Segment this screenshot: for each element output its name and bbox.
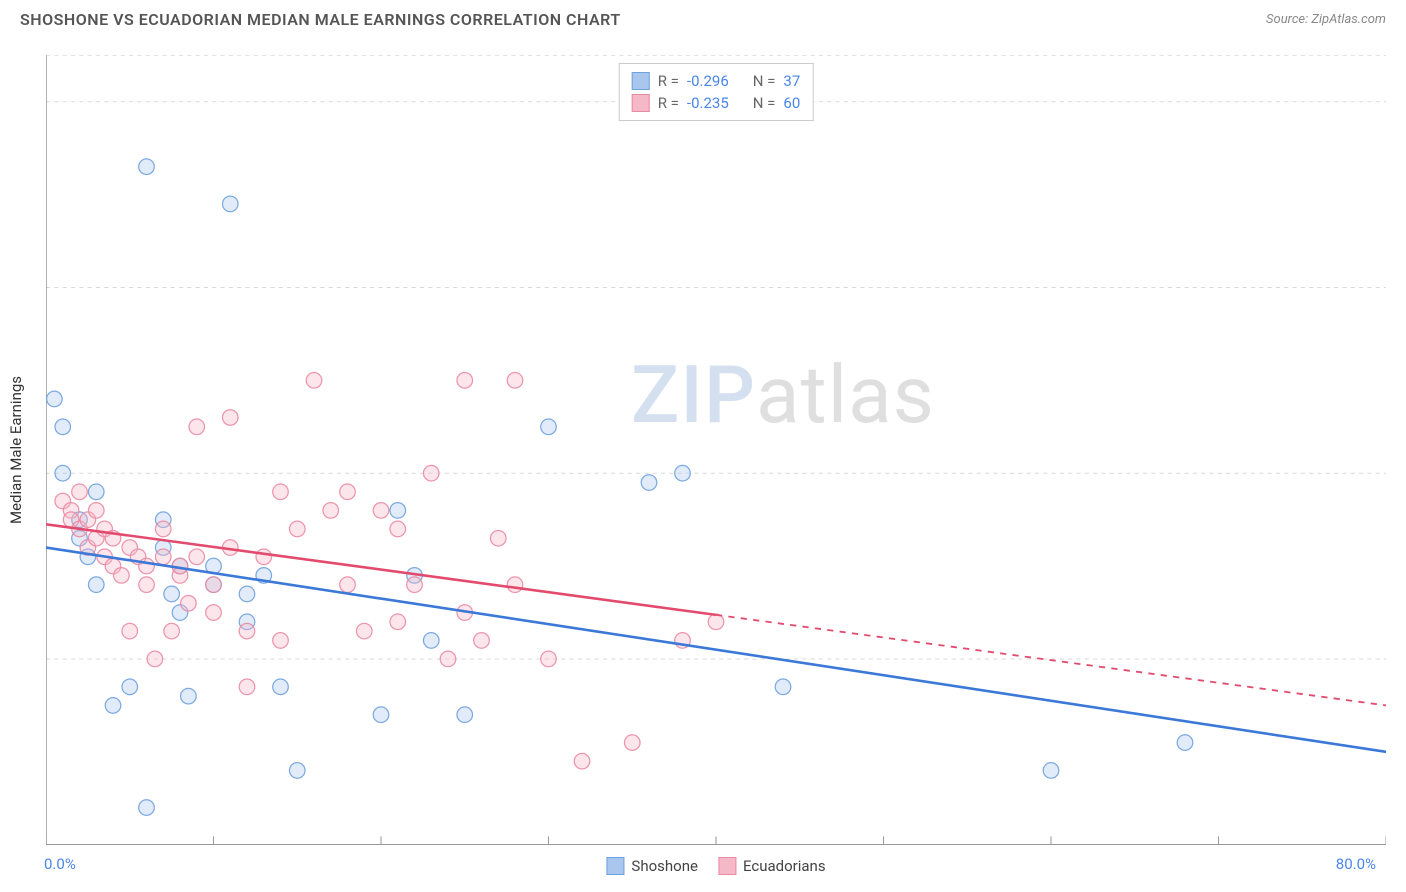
n-value: 37	[783, 72, 800, 90]
legend-item-shoshone: Shoshone	[606, 857, 698, 875]
swatch-icon	[718, 857, 736, 875]
r-value: -0.235	[687, 94, 729, 112]
stats-legend: R = -0.296 N = 37 R = -0.235 N = 60	[619, 63, 814, 121]
scatter-plot	[46, 55, 1386, 845]
legend-label: Shoshone	[631, 857, 698, 875]
legend-item-ecuadorians: Ecuadorians	[718, 857, 826, 875]
x-axis-max-label: 80.0%	[1336, 855, 1376, 873]
legend-label: Ecuadorians	[743, 857, 826, 875]
x-axis-min-label: 0.0%	[44, 855, 76, 873]
n-value: 60	[783, 94, 800, 112]
header: SHOSHONE VS ECUADORIAN MEDIAN MALE EARNI…	[0, 0, 1406, 35]
stats-row-ecuadorians: R = -0.235 N = 60	[632, 92, 801, 114]
chart-title: SHOSHONE VS ECUADORIAN MEDIAN MALE EARNI…	[20, 10, 621, 29]
swatch-icon	[632, 94, 650, 112]
series-legend: Shoshone Ecuadorians	[606, 857, 825, 875]
chart-area: Median Male Earnings ZIPatlas R = -0.296…	[46, 55, 1386, 845]
n-label: N =	[753, 94, 776, 112]
r-value: -0.296	[687, 72, 729, 90]
swatch-icon	[632, 72, 650, 90]
r-label: R =	[658, 72, 679, 90]
y-axis-label: Median Male Earnings	[7, 376, 25, 524]
source-label: Source: ZipAtlas.com	[1266, 12, 1386, 27]
n-label: N =	[753, 72, 776, 90]
swatch-icon	[606, 857, 624, 875]
r-label: R =	[658, 94, 679, 112]
stats-row-shoshone: R = -0.296 N = 37	[632, 70, 801, 92]
